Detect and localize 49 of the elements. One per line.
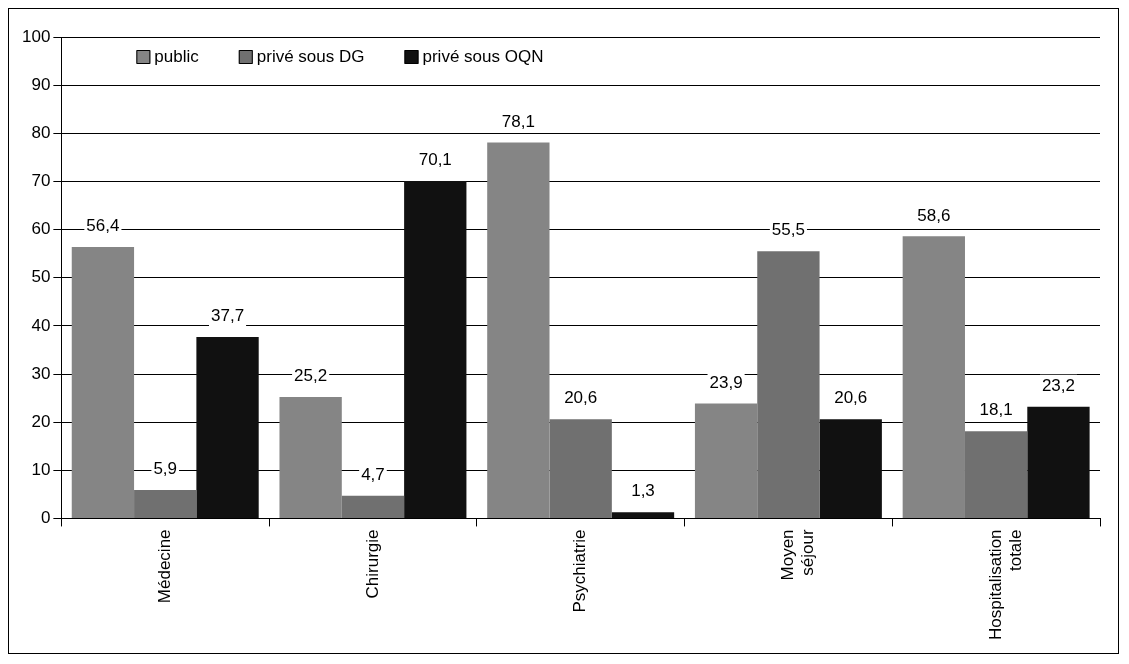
- x-tick-label: Chirurgie: [362, 529, 382, 599]
- x-tick-label: Psychiatrie: [570, 529, 590, 613]
- data-label: 1,3: [631, 481, 655, 501]
- bar: [196, 336, 259, 518]
- y-tick-label: 70: [31, 171, 51, 191]
- y-tick-label: 100: [21, 26, 51, 46]
- data-label: 4,7: [361, 465, 385, 484]
- bar: [279, 397, 342, 518]
- y-tick-label: 50: [31, 267, 51, 287]
- bar: [694, 403, 758, 518]
- data-label: 23,2: [1041, 375, 1075, 395]
- y-tick-label: 20: [31, 411, 51, 431]
- y-tick-label: 30: [31, 363, 51, 383]
- legend-label: privé sous OQN: [422, 46, 544, 66]
- data-label: 58,6: [917, 205, 951, 225]
- legend-label: privé sous DG: [256, 46, 365, 66]
- bar: [1027, 406, 1090, 518]
- y-tick-label: 0: [40, 508, 51, 528]
- bar: [134, 490, 197, 518]
- data-label: 25,2: [294, 366, 328, 386]
- data-label: 18,1: [979, 400, 1013, 420]
- data-label: 55,5: [771, 220, 805, 240]
- bar: [611, 512, 675, 518]
- bar: [341, 495, 405, 518]
- data-label: 56,4: [86, 216, 120, 236]
- y-tick-label: 80: [31, 122, 51, 142]
- data-label: 23,9: [709, 372, 743, 392]
- bar: [819, 419, 882, 518]
- data-label: 20,6: [834, 388, 868, 408]
- y-tick-label: 90: [31, 74, 51, 94]
- bar: [902, 236, 965, 518]
- bar: [404, 180, 467, 518]
- x-tick-label: Médecine: [154, 529, 174, 604]
- data-label: 37,7: [211, 306, 245, 326]
- x-tick-label: Hospitalisation totale: [985, 529, 1026, 640]
- y-tick-label: 10: [31, 459, 51, 479]
- data-label: 70,1: [418, 150, 452, 170]
- data-label: 20,6: [564, 388, 598, 408]
- data-label: 5,9: [153, 459, 178, 479]
- bar: [487, 142, 550, 518]
- y-tick-label: 40: [31, 315, 51, 335]
- x-tick-label: Moyen séjour: [778, 529, 818, 581]
- bar: [964, 431, 1028, 518]
- data-label: 78,1: [501, 111, 535, 131]
- bar: [549, 419, 612, 518]
- bar: [71, 246, 135, 518]
- bar: [757, 251, 820, 518]
- y-tick-label: 60: [31, 219, 51, 239]
- legend-label: public: [154, 46, 200, 66]
